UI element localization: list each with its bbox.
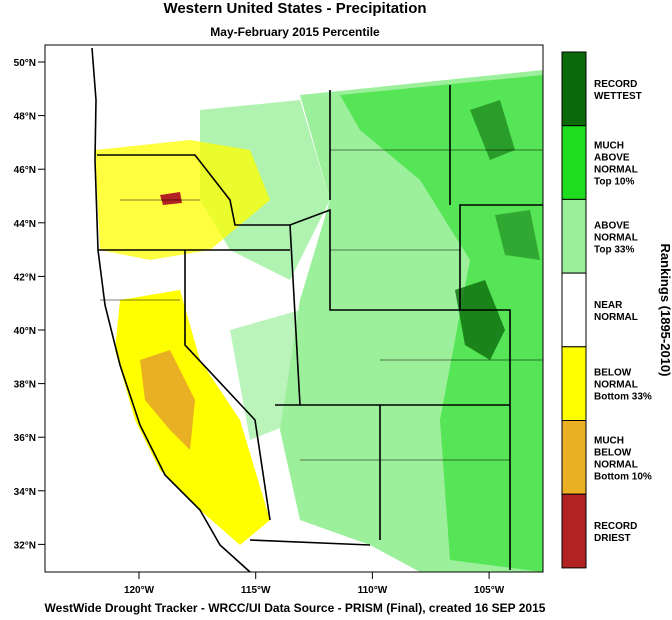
legend-swatch xyxy=(561,51,587,127)
legend-label: WETTEST xyxy=(594,91,642,102)
legend-label: NORMAL xyxy=(594,232,638,243)
lat-label: 32°N xyxy=(14,540,36,551)
legend-label: Top 33% xyxy=(594,244,634,255)
legend-label: RECORD xyxy=(594,521,637,532)
lat-label: 50°N xyxy=(14,58,36,69)
legend-label: Top 10% xyxy=(594,177,634,188)
lat-label: 36°N xyxy=(14,433,36,444)
lon-label: 110°W xyxy=(358,585,388,596)
lon-labels: 120°W 115°W 110°W 105°W xyxy=(124,572,505,596)
subtitle: May-February 2015 Percentile xyxy=(210,25,380,39)
legend-label: Bottom 33% xyxy=(594,392,652,403)
footer: WestWide Drought Tracker - WRCC/UI Data … xyxy=(45,601,546,615)
legend-label: RECORD xyxy=(594,79,637,90)
legend-label: NORMAL xyxy=(594,380,638,391)
lat-label: 44°N xyxy=(14,219,36,230)
title: Western United States - Precipitation xyxy=(163,0,426,17)
legend-label: NORMAL xyxy=(594,165,638,176)
legend-swatch xyxy=(561,125,587,200)
legend-swatch xyxy=(561,493,587,569)
legend-label: MUCH xyxy=(594,141,624,152)
legend-swatch xyxy=(561,346,587,421)
lon-label: 120°W xyxy=(124,585,155,596)
legend-swatch xyxy=(561,272,587,348)
legend-label: ABOVE xyxy=(594,220,630,231)
lat-label: 40°N xyxy=(14,326,36,337)
lat-label: 46°N xyxy=(14,165,36,176)
legend-label: ABOVE xyxy=(594,153,630,164)
legend-label: MUCH xyxy=(594,435,624,446)
legend-label: BELOW xyxy=(594,447,632,458)
lat-label: 34°N xyxy=(14,487,36,498)
lat-label: 38°N xyxy=(14,380,36,391)
legend-swatch xyxy=(561,420,587,495)
legend-swatch xyxy=(561,198,587,274)
lon-label: 115°W xyxy=(241,585,271,596)
lon-label: 105°W xyxy=(474,585,505,596)
legend-label: NEAR xyxy=(594,300,623,311)
lat-label: 42°N xyxy=(14,272,36,283)
legend-label: NORMAL xyxy=(594,459,638,470)
legend-label: Bottom 10% xyxy=(594,471,652,482)
legend-title: Rankings (1895-2010) xyxy=(658,244,672,377)
legend-label: BELOW xyxy=(594,368,632,379)
lat-label: 48°N xyxy=(14,112,36,123)
map xyxy=(44,44,544,573)
lat-labels: 50°N 48°N 46°N 44°N 42°N 40°N 38°N 36°N 34°N 32°N xyxy=(14,58,45,551)
legend-label: NORMAL xyxy=(594,312,638,323)
legend-label: DRIEST xyxy=(594,533,631,544)
